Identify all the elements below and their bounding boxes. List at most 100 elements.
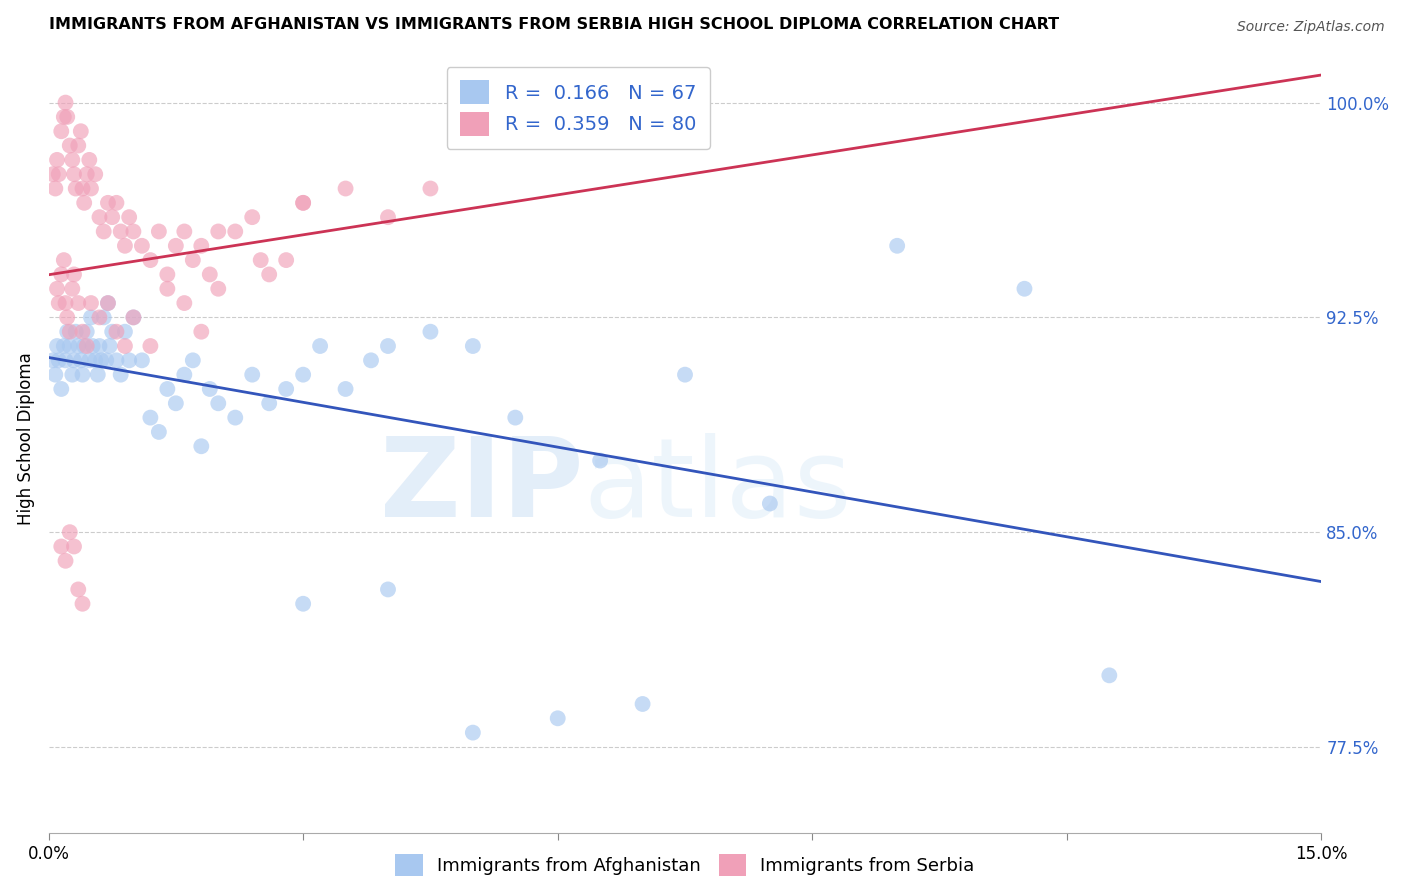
Point (190, 239, 212, 253)
Point (73, 339, 96, 353)
Point (55, 554, 77, 568)
Point (156, 268, 179, 282)
Point (59, 525, 82, 540)
Point (276, 253, 298, 268)
Point (224, 410, 246, 425)
Point (886, 239, 908, 253)
Point (276, 382, 298, 396)
Point (79, 353, 101, 368)
Point (461, 339, 484, 353)
Point (65, 325, 87, 339)
Point (80, 310, 103, 325)
Point (673, 368, 696, 382)
Point (360, 353, 382, 368)
Point (97, 296, 120, 310)
Point (84, 167, 107, 181)
Text: IMMIGRANTS FROM AFGHANISTAN VS IMMIGRANTS FROM SERBIA HIGH SCHOOL DIPLOMA CORREL: IMMIGRANTS FROM AFGHANISTAN VS IMMIGRANT… (49, 17, 1059, 32)
Point (419, 181, 441, 195)
Point (56, 325, 79, 339)
Point (59, 339, 82, 353)
Point (131, 353, 153, 368)
Point (63, 167, 86, 181)
Point (292, 597, 315, 611)
Point (131, 239, 153, 253)
Point (122, 310, 145, 325)
Point (52, 110, 75, 124)
Point (1014, 282, 1036, 296)
Point (76, 325, 98, 339)
Point (759, 496, 782, 510)
Point (72, 597, 94, 611)
Point (79, 153, 101, 167)
Point (207, 396, 229, 410)
Point (122, 224, 145, 238)
Point (240, 210, 263, 224)
Point (48, 167, 70, 181)
Point (377, 210, 399, 224)
Point (55, 296, 77, 310)
Point (122, 310, 145, 325)
Point (101, 210, 124, 224)
Point (139, 410, 162, 425)
Point (257, 396, 280, 410)
Point (97, 296, 120, 310)
Point (110, 368, 132, 382)
Point (224, 224, 246, 238)
Point (63, 353, 86, 368)
Point (89, 339, 111, 353)
Point (59, 325, 82, 339)
Point (114, 325, 136, 339)
Point (98, 339, 121, 353)
Point (72, 368, 94, 382)
Point (72, 181, 94, 195)
Point (72, 325, 94, 339)
Point (547, 711, 569, 725)
Point (44, 181, 66, 195)
Point (63, 268, 86, 282)
Point (52, 253, 75, 268)
Point (56, 310, 79, 325)
Text: atlas: atlas (583, 433, 852, 540)
Point (80, 296, 103, 310)
Point (69, 353, 91, 368)
Point (292, 195, 315, 210)
Point (156, 382, 179, 396)
Point (292, 368, 315, 382)
Point (87, 368, 110, 382)
Point (335, 382, 357, 396)
Point (207, 224, 229, 238)
Point (51, 268, 73, 282)
Point (67, 339, 90, 353)
Point (44, 368, 66, 382)
Point (73, 195, 96, 210)
Point (1098, 668, 1121, 682)
Point (377, 339, 399, 353)
Point (335, 181, 357, 195)
Point (67, 582, 90, 597)
Point (46, 153, 69, 167)
Point (60, 153, 83, 167)
Point (65, 181, 87, 195)
Point (148, 224, 170, 238)
Point (93, 224, 115, 238)
Text: ZIP: ZIP (380, 433, 583, 540)
Point (257, 268, 280, 282)
Point (46, 282, 69, 296)
Point (90, 353, 112, 368)
Point (51, 124, 73, 138)
Point (114, 339, 136, 353)
Point (419, 325, 441, 339)
Point (461, 725, 484, 739)
Point (96, 353, 118, 368)
Point (51, 382, 73, 396)
Point (173, 368, 195, 382)
Point (631, 697, 654, 711)
Point (198, 268, 221, 282)
Point (190, 439, 212, 453)
Point (207, 282, 229, 296)
Point (89, 210, 111, 224)
Point (84, 353, 107, 368)
Point (76, 339, 98, 353)
Point (156, 282, 179, 296)
Point (198, 382, 221, 396)
